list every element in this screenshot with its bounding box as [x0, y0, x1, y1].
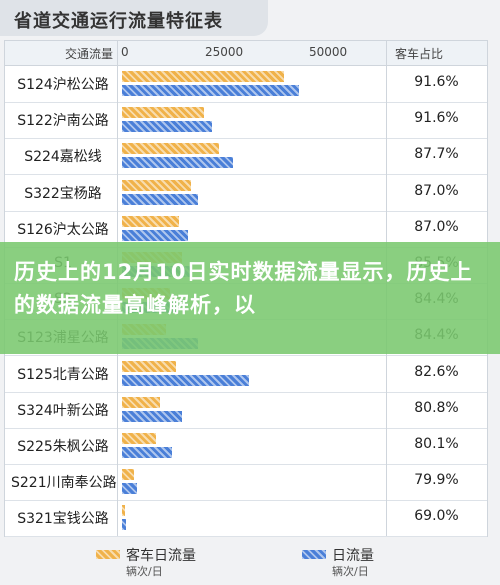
tick-label: 0: [121, 45, 129, 59]
title-tab: 省道交通运行流量特征表: [0, 0, 268, 36]
car-flow-bar: [122, 143, 220, 155]
road-name: S122沪南公路: [17, 113, 109, 130]
legend-unit: 辆次/日: [126, 565, 163, 578]
daily-flow-bar: [122, 193, 198, 205]
road-name: S125北青公路: [17, 366, 109, 383]
table-row: S125北青公路 82.6%: [5, 356, 487, 393]
daily-flow-bar: [122, 483, 138, 495]
table-row: S322宝杨路 87.0%: [5, 175, 487, 212]
car-share-value: 87.7%: [414, 146, 459, 163]
legend-swatch: [96, 550, 120, 559]
tick-label: 50000: [309, 45, 348, 59]
car-share-value: 87.0%: [414, 182, 459, 199]
road-name: S225朱枫公路: [17, 439, 109, 455]
car-flow-bar: [122, 396, 160, 408]
daily-flow-bar: [122, 121, 212, 133]
table-row: S324叶新公路 80.8%: [5, 392, 487, 429]
road-name: S324叶新公路: [17, 402, 109, 419]
car-flow-bar: [122, 215, 180, 227]
daily-flow-bar: [122, 374, 250, 386]
car-share-value: 80.8%: [414, 399, 459, 416]
car-share-value: 91.6%: [414, 110, 459, 127]
car-share-value: 87.0%: [414, 218, 459, 235]
car-share-value: 69.0%: [414, 508, 459, 525]
legend-swatch: [302, 550, 326, 559]
daily-flow-bar: [122, 410, 182, 422]
table-row: S225朱枫公路 80.1%: [5, 428, 487, 465]
car-share-value: 91.6%: [414, 74, 459, 90]
legend-label: 日流量: [332, 548, 374, 564]
legend-label: 客车日流量: [126, 548, 196, 564]
table-row: S124沪松公路 91.6%: [5, 66, 487, 103]
car-flow-bar: [122, 433, 156, 444]
chart-title: 省道交通运行流量特征表: [14, 11, 223, 32]
car-flow-bar: [122, 71, 284, 82]
car-share-value: 79.9%: [414, 472, 459, 489]
daily-flow-bar: [122, 85, 300, 96]
road-name: S321宝钱公路: [17, 511, 109, 528]
car-flow-bar: [122, 360, 176, 372]
car-flow-bar: [122, 107, 204, 119]
car-flow-bar: [122, 505, 125, 517]
table-row: S321宝钱公路 69.0%: [5, 500, 487, 538]
flow-axis-label: 交通流量: [65, 47, 114, 61]
car-flow-bar: [122, 469, 134, 481]
road-name: S221川南奉公路: [11, 475, 117, 492]
car-flow-bar: [122, 179, 192, 191]
road-name: S126沪太公路: [17, 221, 109, 238]
table-row: S122沪南公路 91.6%: [5, 102, 487, 140]
legend-unit: 辆次/日: [332, 565, 369, 578]
daily-flow-bar: [122, 519, 126, 531]
daily-flow-bar: [122, 447, 172, 458]
road-name: S224嘉松线: [24, 149, 102, 166]
table-header: 交通流量 0 25000 50000 客车占比: [5, 41, 487, 66]
headline-banner: 历史上的12月10日实时数据流量显示，历史上的数据流量高峰解析，以: [0, 242, 500, 354]
tick-label: 25000: [205, 45, 244, 59]
headline-text: 历史上的12月10日实时数据流量显示，历史上的数据流量高峰解析，以: [14, 260, 473, 317]
daily-flow-bar: [122, 157, 233, 169]
car-share-value: 82.6%: [414, 363, 459, 380]
table-row: S221川南奉公路 79.9%: [5, 464, 487, 502]
daily-flow-bar: [122, 229, 188, 241]
share-column-label: 客车占比: [395, 47, 444, 61]
car-share-value: 80.1%: [414, 436, 459, 452]
road-name: S124沪松公路: [17, 77, 109, 93]
road-name: S322宝杨路: [24, 185, 102, 202]
table-row: S224嘉松线 87.7%: [5, 138, 487, 176]
